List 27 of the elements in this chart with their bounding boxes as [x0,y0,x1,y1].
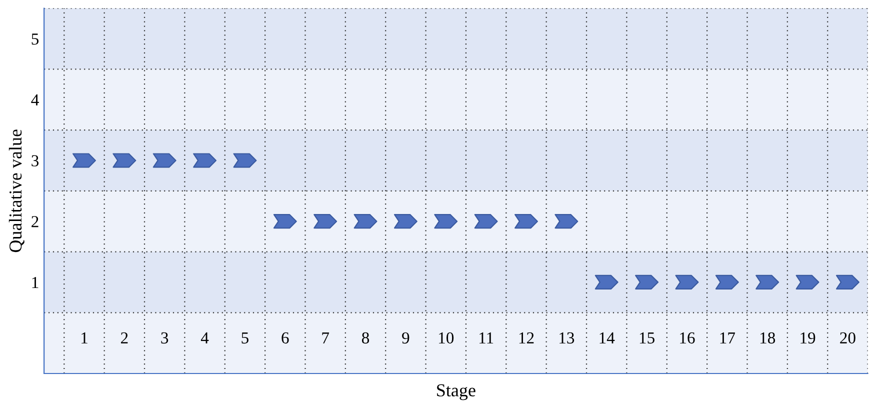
x-tick-label: 20 [840,332,856,344]
x-tick-label: 17 [720,332,735,344]
y-tick-label: 5 [32,34,39,45]
x-axis-title: Stage [437,384,476,400]
x-tick-label: 4 [200,332,209,344]
x-tick-label: 18 [760,332,776,344]
x-tick-label: 13 [560,332,574,344]
y-tick-label: 1 [32,276,38,288]
x-tick-label: 11 [480,332,494,344]
x-tick-label: 5 [242,332,248,344]
x-tick-label: 7 [322,332,330,344]
x-tick-label: 15 [640,332,654,344]
x-tick-label: 10 [439,332,454,344]
y-tick-label: 3 [32,155,39,166]
x-tick-label: 1 [82,332,88,344]
x-tick-label: 19 [800,332,816,344]
x-tick-label: 6 [282,332,289,344]
x-tick-label: 2 [120,332,128,344]
x-tick-label: 16 [680,332,695,344]
x-tick-label: 9 [402,332,410,344]
y-axis-title: Qualitative value [8,130,24,252]
x-tick-label: 8 [362,332,370,344]
x-tick-label: 12 [519,332,534,344]
y-tick-label: 2 [32,216,38,228]
y-tick-label: 4 [31,94,39,106]
x-tick-label: 3 [161,332,168,344]
x-tick-label: 14 [600,332,615,344]
